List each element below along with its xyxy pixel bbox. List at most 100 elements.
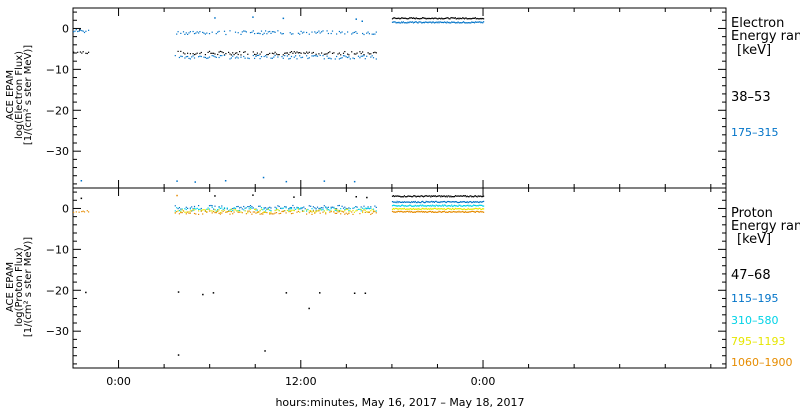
proton-data-point — [368, 208, 370, 210]
electron-data-point — [482, 22, 484, 24]
electron-data-point — [439, 21, 441, 23]
proton-data-point — [211, 205, 213, 207]
proton-data-point — [409, 201, 411, 203]
electron-data-point — [347, 31, 349, 33]
proton-data-point — [422, 205, 425, 207]
proton-data-point — [440, 205, 442, 207]
electron-data-point — [446, 17, 448, 19]
proton-data-point — [442, 201, 444, 203]
proton-data-point — [226, 207, 228, 209]
proton-data-point — [468, 196, 470, 198]
proton-data-point — [189, 210, 191, 212]
proton-data-point — [418, 211, 420, 213]
proton-data-point — [416, 202, 418, 204]
proton-data-point — [451, 196, 453, 198]
electron-data-point — [467, 22, 469, 24]
proton-data-point — [300, 207, 302, 209]
proton-data-point — [452, 207, 454, 209]
proton-data-point — [188, 212, 190, 214]
proton-data-point — [460, 208, 462, 210]
electron-data-point — [414, 18, 416, 20]
proton-data-point — [401, 196, 404, 198]
proton-data-point — [426, 201, 428, 203]
proton-data-point — [465, 201, 467, 203]
proton-data-point — [225, 211, 227, 213]
proton-data-point — [476, 205, 478, 207]
proton-data-point — [483, 205, 485, 207]
proton-data-point — [232, 213, 234, 215]
proton-data-point — [310, 205, 312, 207]
proton-data-point — [464, 205, 466, 207]
proton-data-point — [198, 210, 200, 212]
electron-data-point — [422, 17, 425, 19]
proton-data-point — [255, 209, 257, 211]
proton-data-point — [351, 211, 353, 213]
electron-data-point — [271, 31, 273, 33]
proton-data-point — [184, 211, 186, 213]
proton-data-point — [471, 205, 473, 207]
electron-data-point — [425, 18, 427, 20]
proton-data-point — [423, 205, 425, 207]
proton-data-point — [477, 205, 479, 207]
proton-data-point — [402, 205, 404, 207]
proton-data-point — [391, 195, 394, 197]
proton-data-point — [464, 209, 466, 211]
electron-data-point — [409, 17, 411, 19]
proton-data-point — [475, 210, 477, 213]
proton-data-point — [408, 195, 410, 197]
proton-data-point — [177, 210, 179, 212]
proton-data-point — [334, 208, 336, 210]
electron-data-point — [88, 51, 90, 53]
proton-data-point — [237, 210, 239, 212]
electron-data-point — [306, 31, 308, 34]
proton-data-point — [392, 211, 394, 213]
electron-data-point — [418, 21, 420, 23]
electron-data-point — [411, 17, 413, 19]
proton-data-point — [375, 210, 377, 212]
electron-data-point — [299, 52, 301, 54]
electron-data-point — [321, 52, 323, 54]
proton-data-point — [204, 210, 206, 212]
electron-data-point — [366, 55, 368, 57]
proton-data-point — [192, 208, 194, 210]
electron-data-point — [341, 57, 343, 59]
proton-data-point — [452, 205, 454, 207]
proton-data-point — [202, 293, 204, 296]
electron-data-point — [195, 53, 197, 55]
proton-data-point — [464, 211, 466, 213]
proton-data-point — [410, 195, 412, 197]
proton-data-point — [443, 195, 445, 197]
proton-data-point — [414, 195, 416, 197]
proton-data-point — [367, 207, 369, 209]
proton-data-point — [461, 208, 463, 210]
electron-data-point — [274, 54, 276, 57]
proton-data-point — [285, 207, 287, 209]
electron-data-point — [367, 52, 369, 54]
proton-data-point — [442, 211, 444, 213]
proton-data-point — [411, 208, 413, 210]
proton-data-point — [406, 205, 408, 207]
proton-data-point — [229, 209, 231, 211]
proton-data-point — [289, 207, 291, 210]
proton-data-point — [461, 195, 463, 197]
proton-data-point — [311, 211, 313, 213]
proton-data-point — [200, 209, 202, 211]
electron-data-point — [375, 58, 377, 60]
proton-data-point — [326, 209, 328, 211]
proton-data-point — [195, 213, 197, 215]
electron-data-point — [444, 21, 446, 23]
electron-data-point — [459, 22, 461, 24]
electron-data-point — [443, 18, 445, 20]
electron-data-point — [224, 180, 227, 182]
proton-data-point — [480, 201, 482, 203]
proton-data-point — [184, 208, 186, 210]
proton-data-point — [427, 201, 429, 203]
electron-data-point — [260, 56, 263, 58]
electron-data-point — [82, 51, 84, 53]
proton-data-point — [391, 208, 394, 210]
proton-data-point — [480, 195, 482, 197]
electron-data-point — [203, 56, 205, 58]
electron-data-point — [256, 54, 258, 56]
electron-data-point — [375, 31, 377, 33]
proton-data-point — [456, 201, 458, 203]
